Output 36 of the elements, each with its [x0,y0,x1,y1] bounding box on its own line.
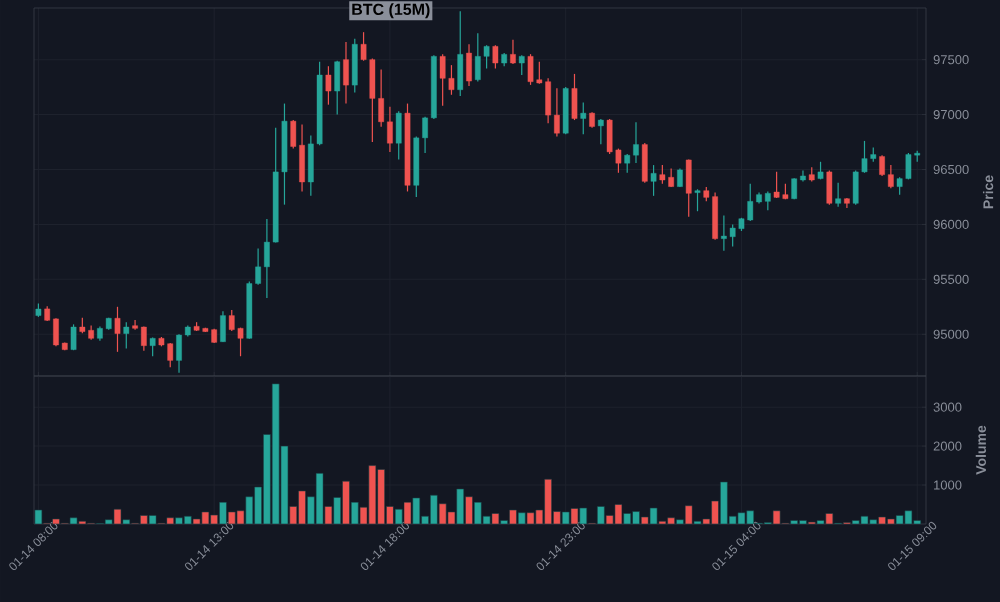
candlestick [325,65,332,106]
candlestick [220,310,226,343]
candlestick [343,41,349,105]
candlestick [518,54,525,76]
candlestick [466,43,472,87]
chart-title: BTC (15M) [352,3,430,19]
bar [69,517,78,524]
candlestick [694,188,701,212]
candlestick [598,118,604,145]
bar [526,512,535,524]
candlestick [123,321,130,350]
bar [904,510,913,524]
bar [438,503,447,524]
bar [394,508,403,524]
bar [403,501,412,524]
candlestick [114,306,121,353]
candlestick [641,142,648,184]
candlestick [650,164,657,197]
candlestick [659,164,666,185]
candlestick [580,101,587,135]
candlestick [457,10,464,97]
bar [737,512,746,524]
candlestick [510,39,516,65]
candlestick [571,73,578,121]
candlestick [764,190,771,211]
candlestick [835,182,841,208]
bar [368,465,377,524]
candlestick [492,44,499,70]
candlestick [826,169,833,206]
candlestick [334,60,341,116]
candlestick [351,38,358,94]
candlestick [395,110,402,161]
candlestick [562,86,569,135]
bar [113,508,122,524]
candlestick [70,323,77,351]
candlestick [685,158,692,218]
